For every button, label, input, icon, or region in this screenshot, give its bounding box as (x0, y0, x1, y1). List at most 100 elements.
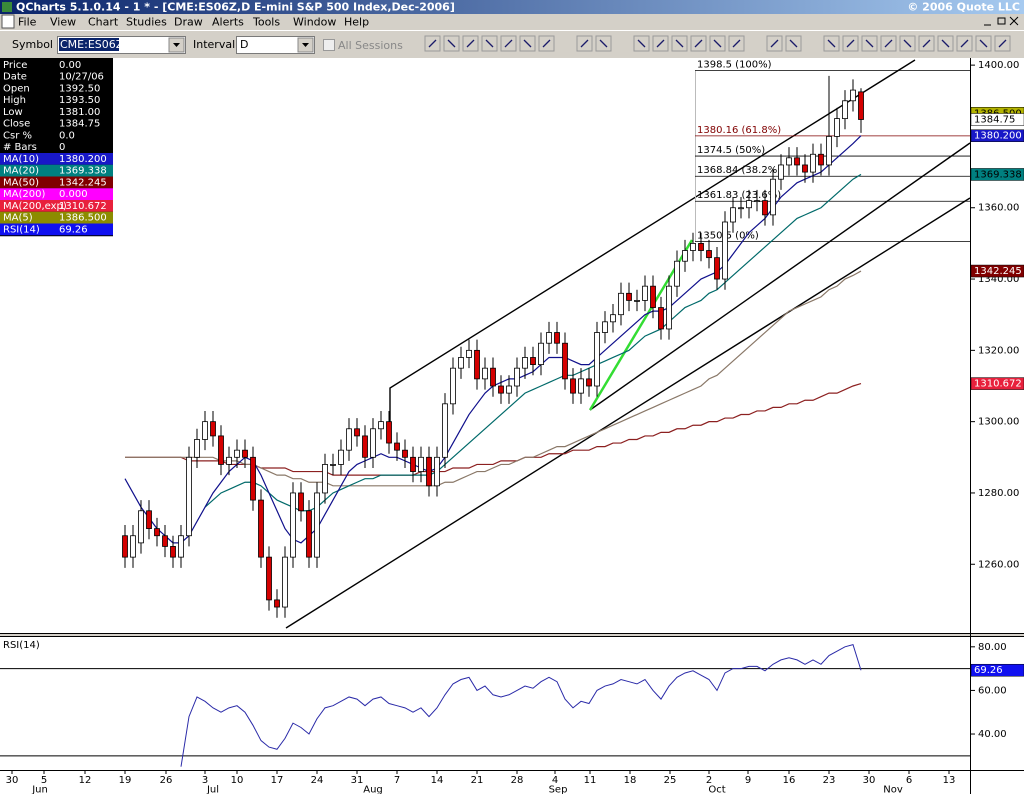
candle-body (186, 456, 192, 537)
x-tick-label: 16 (783, 775, 796, 786)
value-box-label: 1369.338 (974, 169, 1022, 180)
tool-glyph (466, 39, 475, 48)
candle-body (314, 492, 320, 558)
restore[interactable] (997, 17, 1006, 25)
interval-value[interactable]: D (240, 38, 248, 51)
candle-body (402, 449, 408, 458)
menu-item[interactable]: Studies (126, 16, 167, 29)
candle-body (474, 349, 480, 380)
x-tick-label: 13 (943, 775, 956, 786)
menu-item[interactable]: Chart (88, 16, 119, 29)
candle-body (842, 100, 848, 120)
candle-body (410, 456, 416, 472)
fib-label: 1368.84 (38.2%) (697, 165, 781, 176)
candle-body (530, 357, 536, 366)
info-label: MA(50) (3, 177, 39, 188)
menu-item[interactable]: Tools (252, 16, 280, 29)
candle-body (706, 250, 712, 259)
y-tick-label: 1280.00 (978, 488, 1019, 499)
info-label: Open (3, 83, 30, 94)
value-box (970, 663, 1024, 677)
candle-body (778, 164, 784, 180)
date-axis-pane (0, 771, 1024, 794)
candle-body (354, 428, 360, 437)
candle-body (610, 314, 616, 323)
candle-body (642, 285, 648, 301)
info-row-bg (0, 188, 113, 200)
info-value: 1381.00 (59, 107, 100, 118)
month-label: Nov (883, 785, 903, 794)
x-tick-label: 10 (231, 775, 244, 786)
fib-label: 1398.5 (100%) (697, 59, 772, 70)
x-tick-label: 25 (664, 775, 677, 786)
candle-body (306, 510, 312, 558)
value-box-label: 1384.75 (974, 115, 1015, 126)
x-tick-label: 11 (584, 775, 597, 786)
tool-glyph (599, 39, 608, 48)
tool-glyph (770, 39, 779, 48)
info-label: MA(200,exp) (3, 201, 67, 212)
y-tick-label: 1320.00 (978, 345, 1019, 356)
candle-body (578, 378, 584, 394)
x-tick-label: 14 (431, 775, 444, 786)
candle-body (482, 367, 488, 380)
menu-item[interactable]: Alerts (212, 16, 244, 29)
candle-body (770, 178, 776, 216)
info-label: High (3, 95, 26, 106)
month-label: Jul (206, 785, 219, 794)
tool-glyph (960, 39, 969, 48)
tool-glyph (694, 39, 703, 48)
tool-glyph (675, 39, 684, 48)
candle-body (682, 250, 688, 262)
candle-body (290, 492, 296, 558)
symbol-value[interactable]: CME:ES06Z (60, 38, 124, 51)
close[interactable] (1009, 16, 1019, 26)
y-tick-label: 1400.00 (978, 60, 1019, 71)
x-tick-label: 3 (202, 775, 208, 786)
tool-icons (424, 35, 1011, 52)
candle-body (586, 378, 592, 387)
candle-body (554, 332, 560, 344)
candle-body (242, 449, 248, 458)
menu-item[interactable]: Window (293, 16, 336, 29)
tool-glyph (713, 39, 722, 48)
ma-line (125, 270, 862, 487)
x-tick-label: 7 (394, 775, 400, 786)
interval-input[interactable] (236, 36, 315, 54)
info-value: 1310.672 (59, 201, 107, 212)
candle-body (386, 421, 392, 444)
mdi-buttons (984, 16, 1019, 26)
x-tick-label: 24 (311, 775, 324, 786)
y-tick-label: 80.00 (978, 642, 1007, 653)
rsi-title: RSI(14) (3, 640, 40, 651)
menu-item[interactable]: Draw (174, 16, 203, 29)
month-label: Aug (363, 785, 383, 794)
candle-body (450, 367, 456, 405)
checkbox[interactable] (323, 39, 335, 51)
tool-glyph (542, 39, 551, 48)
menu-bar (0, 14, 1024, 30)
menu-item[interactable]: File (18, 16, 37, 29)
info-row-bg (0, 176, 113, 189)
candle-body (338, 449, 344, 465)
info-value: 1369.338 (59, 166, 107, 177)
tool-glyph (656, 39, 665, 48)
candle-body (538, 342, 544, 366)
candle-body (810, 153, 816, 173)
tool-glyph (447, 39, 456, 48)
channel-mid (589, 142, 971, 411)
x-tick-label: 23 (823, 775, 836, 786)
y-tick-label: 1300.00 (978, 417, 1019, 428)
pane-borders (0, 58, 1024, 794)
value-box-label: 69.26 (974, 665, 1003, 676)
y-tick-label: 1260.00 (978, 559, 1019, 570)
x-tick-label: 19 (119, 775, 132, 786)
tool-glyph (846, 39, 855, 48)
info-label: MA(200) (3, 189, 45, 200)
candle-body (594, 332, 600, 387)
info-panel: Price 0.00 Date 10/27/06 Open 1392.50 High 1393… (0, 58, 113, 237)
tool-glyph (922, 39, 931, 48)
menu-item[interactable]: View (50, 16, 76, 29)
menu-item[interactable]: Help (344, 16, 369, 29)
